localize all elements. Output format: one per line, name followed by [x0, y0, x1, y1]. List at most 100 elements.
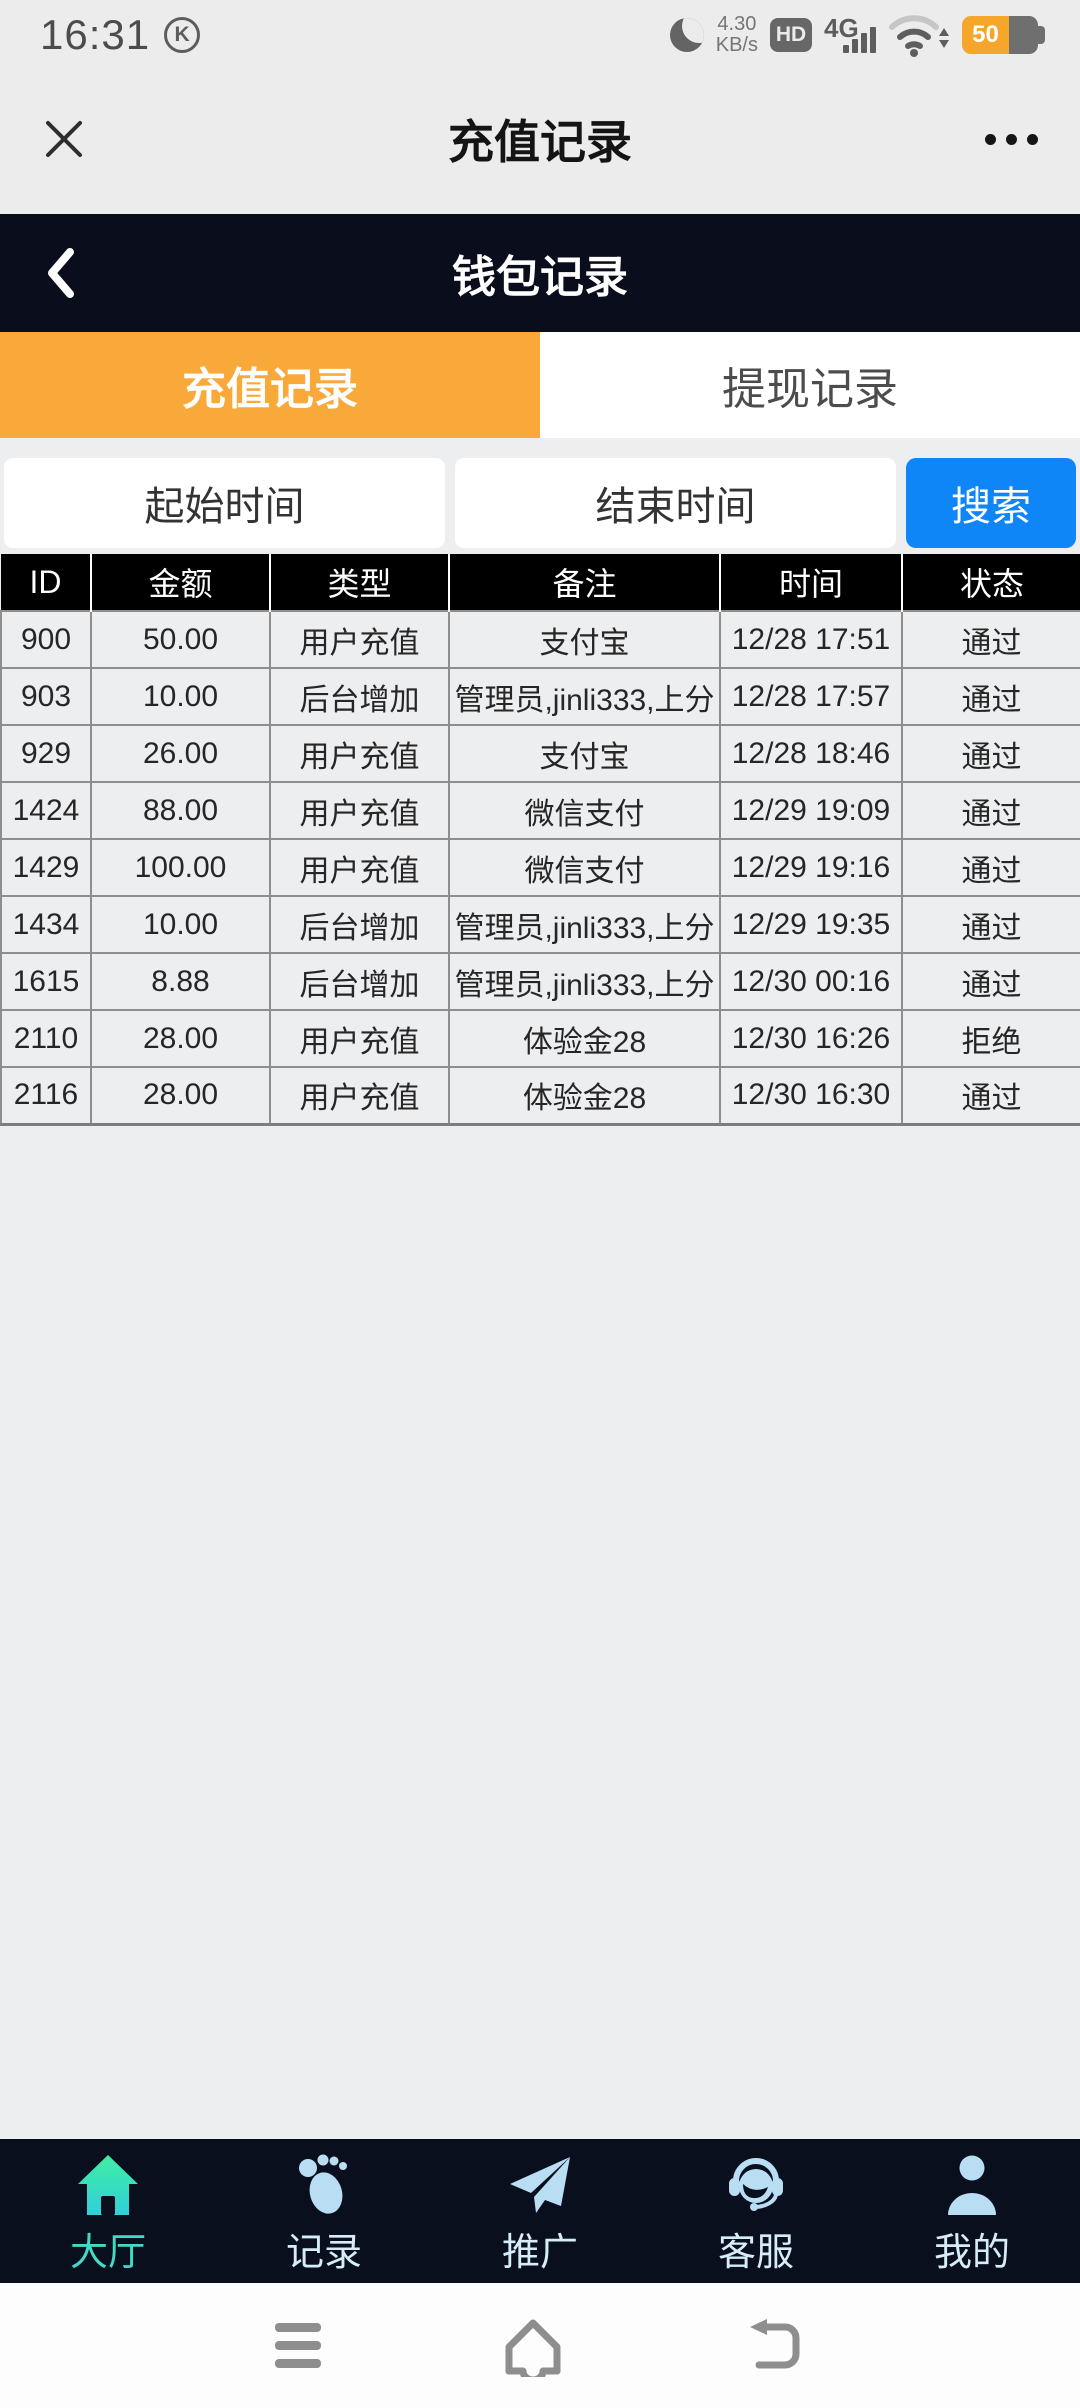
table-cell: 28.00: [90, 1009, 271, 1068]
table-cell: 26.00: [90, 724, 271, 783]
net-speed-unit: KB/s: [715, 34, 758, 56]
headset-icon: [724, 2151, 788, 2219]
table-cell: 900: [0, 610, 92, 669]
table-cell: 通过: [901, 724, 1080, 783]
table-cell: 微信支付: [448, 781, 721, 840]
table-cell: 后台增加: [269, 952, 450, 1011]
table-cell: 管理员,jinli333,上分: [448, 667, 721, 726]
network-type: 4G: [824, 13, 859, 43]
nav-label: 记录: [285, 2232, 362, 2274]
tab-recharge-records[interactable]: 充值记录: [0, 332, 540, 438]
record-tabs: 充值记录 提现记录: [0, 332, 1080, 438]
table-cell: 12/29 19:09: [719, 781, 903, 840]
table-row: 929 26.00 用户充值 支付宝 12/28 18:46 通过: [0, 724, 1080, 783]
filter-row: 起始时间 结束时间 搜索: [4, 458, 1076, 548]
start-time-picker[interactable]: 起始时间: [4, 458, 445, 548]
table-cell: 通过: [901, 838, 1080, 897]
table-cell: 12/30 00:16: [719, 952, 903, 1011]
paper-plane-icon: [508, 2151, 572, 2219]
table-cell: 12/30 16:30: [719, 1066, 903, 1125]
wallet-nav-bar: 钱包记录: [0, 214, 1080, 332]
table-cell: 2116: [0, 1066, 92, 1125]
table-row: 1434 10.00 后台增加 管理员,jinli333,上分 12/29 19:35 通…: [0, 895, 1080, 954]
table-cell: 通过: [901, 1066, 1080, 1125]
nav-item-records[interactable]: 记录: [216, 2139, 432, 2283]
android-system-bar: [0, 2283, 1080, 2408]
table-cell: 用户充值: [269, 781, 450, 840]
table-header: ID 金额 类型 备注 时间 状态: [1, 554, 1080, 611]
table-cell: 8.88: [90, 952, 271, 1011]
nav-item-support[interactable]: 客服: [648, 2139, 864, 2283]
table-cell: 管理员,jinli333,上分: [448, 895, 721, 954]
nav-label: 推广: [501, 2232, 578, 2274]
table-row: 900 50.00 用户充值 支付宝 12/28 17:51 通过: [0, 610, 1080, 669]
table-cell: 12/28 17:57: [719, 667, 903, 726]
table-cell: 2110: [0, 1009, 92, 1068]
table-cell: 12/29 19:35: [719, 895, 903, 954]
table-cell: 10.00: [90, 895, 271, 954]
table-cell: 拒绝: [901, 1009, 1080, 1068]
table-cell: 支付宝: [448, 724, 721, 783]
table-row: 1429 100.00 用户充值 微信支付 12/29 19:16 通过: [0, 838, 1080, 897]
search-button[interactable]: 搜索: [906, 458, 1076, 548]
footprints-icon: [295, 2151, 353, 2219]
column-header: 备注: [449, 554, 721, 611]
wifi-icon: [889, 15, 949, 57]
k-circle-icon: K: [164, 17, 201, 53]
webview-header: 充值记录: [0, 64, 1080, 214]
table-cell: 微信支付: [448, 838, 721, 897]
nav-item-lobby[interactable]: 大厅: [0, 2139, 216, 2283]
battery-icon: 50: [962, 16, 1045, 54]
table-cell: 1615: [0, 952, 92, 1011]
net-speed-value: 4.30: [717, 13, 757, 35]
page-title: 充值记录: [448, 116, 632, 168]
column-header: 金额: [91, 554, 271, 611]
table-cell: 通过: [901, 952, 1080, 1011]
nav-label: 客服: [717, 2232, 794, 2274]
column-header: 类型: [270, 554, 450, 611]
wallet-title: 钱包记录: [452, 253, 628, 302]
column-header: 状态: [902, 554, 1080, 611]
table-cell: 用户充值: [269, 1066, 450, 1125]
table-row: 1424 88.00 用户充值 微信支付 12/29 19:09 通过: [0, 781, 1080, 840]
tab-withdraw-records[interactable]: 提现记录: [540, 332, 1080, 438]
table-cell: 用户充值: [269, 610, 450, 669]
table-row: 1615 8.88 后台增加 管理员,jinli333,上分 12/30 00:16 通过: [0, 952, 1080, 1011]
user-icon: [944, 2151, 1000, 2219]
more-menu-icon[interactable]: [985, 133, 1038, 145]
table-cell: 用户充值: [269, 838, 450, 897]
column-header: 时间: [720, 554, 903, 611]
table-row: 2116 28.00 用户充值 体验金28 12/30 16:30 通过: [0, 1066, 1080, 1125]
end-time-picker[interactable]: 结束时间: [455, 458, 896, 548]
table-cell: 管理员,jinli333,上分: [448, 952, 721, 1011]
table-cell: 体验金28: [448, 1009, 721, 1068]
nav-label: 我的: [933, 2232, 1010, 2274]
table-cell: 通过: [901, 610, 1080, 669]
home-icon: [75, 2151, 141, 2219]
android-home-icon[interactable]: [497, 2315, 569, 2377]
table-row: 2110 28.00 用户充值 体验金28 12/30 16:26 拒绝: [0, 1009, 1080, 1068]
table-cell: 10.00: [90, 667, 271, 726]
table-cell: 903: [0, 667, 92, 726]
table-cell: 12/30 16:26: [719, 1009, 903, 1068]
table-row: 903 10.00 后台增加 管理员,jinli333,上分 12/28 17:57 通过: [0, 667, 1080, 726]
table-cell: 通过: [901, 781, 1080, 840]
nav-item-promote[interactable]: 推广: [432, 2139, 648, 2283]
table-cell: 用户充值: [269, 1009, 450, 1068]
column-header: ID: [1, 554, 92, 611]
table-cell: 12/29 19:16: [719, 838, 903, 897]
back-button[interactable]: [48, 247, 74, 299]
table-cell: 12/28 17:51: [719, 610, 903, 669]
nav-item-mine[interactable]: 我的: [864, 2139, 1080, 2283]
close-icon[interactable]: [42, 117, 86, 161]
clock: 16:31: [40, 11, 151, 58]
bottom-nav: 大厅 记录 推广: [0, 2139, 1080, 2283]
cellular-signal-icon: 4G: [824, 13, 876, 55]
table-cell: 后台增加: [269, 667, 450, 726]
battery-level: 50: [962, 16, 1009, 54]
android-back-icon[interactable]: [745, 2317, 805, 2375]
table-cell: 100.00: [90, 838, 271, 897]
recent-apps-icon[interactable]: [275, 2323, 321, 2368]
table-cell: 支付宝: [448, 610, 721, 669]
table-cell: 通过: [901, 895, 1080, 954]
